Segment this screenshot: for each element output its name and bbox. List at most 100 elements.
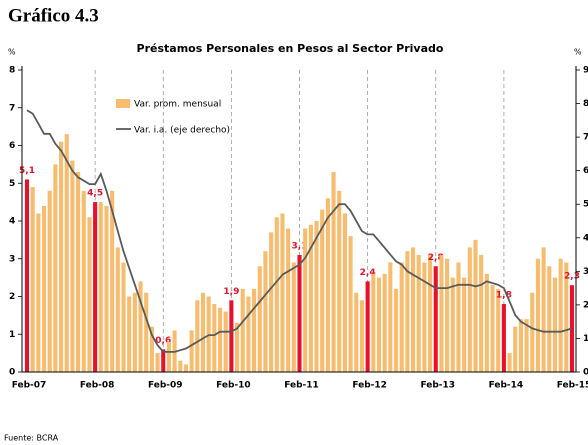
bar bbox=[467, 247, 472, 372]
bar bbox=[47, 190, 52, 372]
bar bbox=[490, 285, 495, 372]
bar bbox=[393, 288, 399, 372]
bar bbox=[348, 236, 353, 372]
bar bbox=[541, 247, 546, 372]
bar bbox=[229, 300, 234, 372]
x-tick-label: Feb-12 bbox=[352, 381, 387, 391]
bar bbox=[552, 277, 558, 372]
data-label: 2,4 bbox=[360, 268, 376, 278]
bar bbox=[155, 353, 160, 372]
bar bbox=[547, 266, 552, 372]
bar bbox=[257, 266, 262, 372]
bar bbox=[342, 213, 347, 372]
y2-tick-label: 80 bbox=[583, 99, 588, 109]
bar bbox=[280, 213, 285, 372]
bar bbox=[59, 141, 64, 372]
y2-tick-label: 20 bbox=[583, 300, 588, 310]
bar bbox=[456, 262, 461, 372]
bar bbox=[41, 205, 47, 372]
bar bbox=[496, 288, 501, 372]
bar bbox=[331, 171, 336, 372]
bar bbox=[308, 224, 313, 372]
y-tick-label: 8 bbox=[9, 66, 15, 76]
bar bbox=[121, 262, 126, 372]
bar bbox=[433, 266, 438, 372]
y-tick-label: 0 bbox=[9, 368, 15, 378]
bar bbox=[518, 319, 523, 372]
x-tick-label: Feb-10 bbox=[216, 381, 251, 391]
bar bbox=[473, 239, 478, 372]
y-tick-label: 5 bbox=[9, 179, 15, 189]
bar bbox=[416, 254, 421, 372]
bar bbox=[132, 292, 137, 372]
bar bbox=[246, 296, 251, 372]
bar bbox=[365, 281, 370, 372]
bar bbox=[314, 221, 319, 372]
bar bbox=[263, 251, 268, 372]
bar bbox=[535, 258, 540, 372]
bar bbox=[53, 164, 58, 372]
x-tick-label: Feb-13 bbox=[420, 381, 455, 391]
y-tick-label: 6 bbox=[9, 141, 15, 151]
bar bbox=[200, 292, 206, 372]
bar bbox=[445, 258, 450, 372]
legend-label: Var. prom. mensual bbox=[134, 100, 221, 110]
bar bbox=[240, 288, 245, 372]
bar bbox=[303, 228, 308, 372]
bar bbox=[450, 277, 455, 372]
data-label: 5,1 bbox=[19, 166, 35, 176]
y-tick-label: 2 bbox=[9, 292, 15, 302]
x-tick-label: Feb-08 bbox=[80, 381, 115, 391]
bar bbox=[70, 160, 75, 372]
bar bbox=[76, 171, 81, 372]
y-tick-label: 4 bbox=[9, 217, 15, 227]
bar bbox=[212, 304, 217, 372]
data-label: 4,5 bbox=[87, 189, 103, 199]
bar bbox=[462, 277, 467, 372]
figure-label: Gráfico 4.3 bbox=[8, 5, 99, 26]
data-label: 2,3 bbox=[564, 272, 580, 282]
bar bbox=[217, 307, 223, 372]
bar bbox=[183, 364, 189, 372]
bar bbox=[325, 198, 330, 372]
bar bbox=[144, 292, 149, 372]
bar bbox=[428, 254, 433, 372]
bar bbox=[195, 300, 200, 372]
y2-tick-label: 10 bbox=[583, 334, 588, 344]
bar bbox=[422, 262, 427, 372]
y2-tick-label: 30 bbox=[583, 267, 588, 277]
legend-swatch bbox=[116, 99, 130, 108]
bar bbox=[354, 292, 359, 372]
bar bbox=[104, 205, 109, 372]
line bbox=[26, 109, 573, 353]
data-label: 0,6 bbox=[155, 336, 171, 346]
y2-tick-label: 70 bbox=[583, 133, 588, 143]
y-tick-label: 1 bbox=[9, 330, 15, 340]
y2-tick-label: 50 bbox=[583, 200, 588, 210]
bar bbox=[501, 304, 506, 372]
bar bbox=[87, 217, 92, 372]
y2-tick-label: 90 bbox=[583, 66, 588, 76]
bar bbox=[110, 190, 115, 372]
data-label: 3,1 bbox=[292, 241, 308, 251]
bar bbox=[98, 202, 103, 372]
bar bbox=[524, 319, 529, 372]
bar bbox=[479, 254, 484, 372]
data-label: 1,9 bbox=[223, 287, 239, 297]
bar bbox=[252, 288, 257, 372]
bar bbox=[115, 247, 120, 372]
y-axis-label: % bbox=[8, 48, 16, 57]
legend-label: Var. i.a. (eje derecho) bbox=[134, 126, 230, 136]
bar bbox=[235, 322, 240, 372]
bar bbox=[507, 353, 512, 372]
bar bbox=[166, 341, 171, 372]
bar bbox=[149, 326, 154, 372]
bar bbox=[178, 360, 183, 372]
bar bbox=[189, 330, 194, 372]
x-tick-label: Feb-11 bbox=[284, 381, 319, 391]
bar bbox=[337, 190, 342, 372]
bar bbox=[64, 134, 69, 372]
x-tick-label: Feb-15 bbox=[557, 381, 588, 391]
bar bbox=[558, 258, 563, 372]
